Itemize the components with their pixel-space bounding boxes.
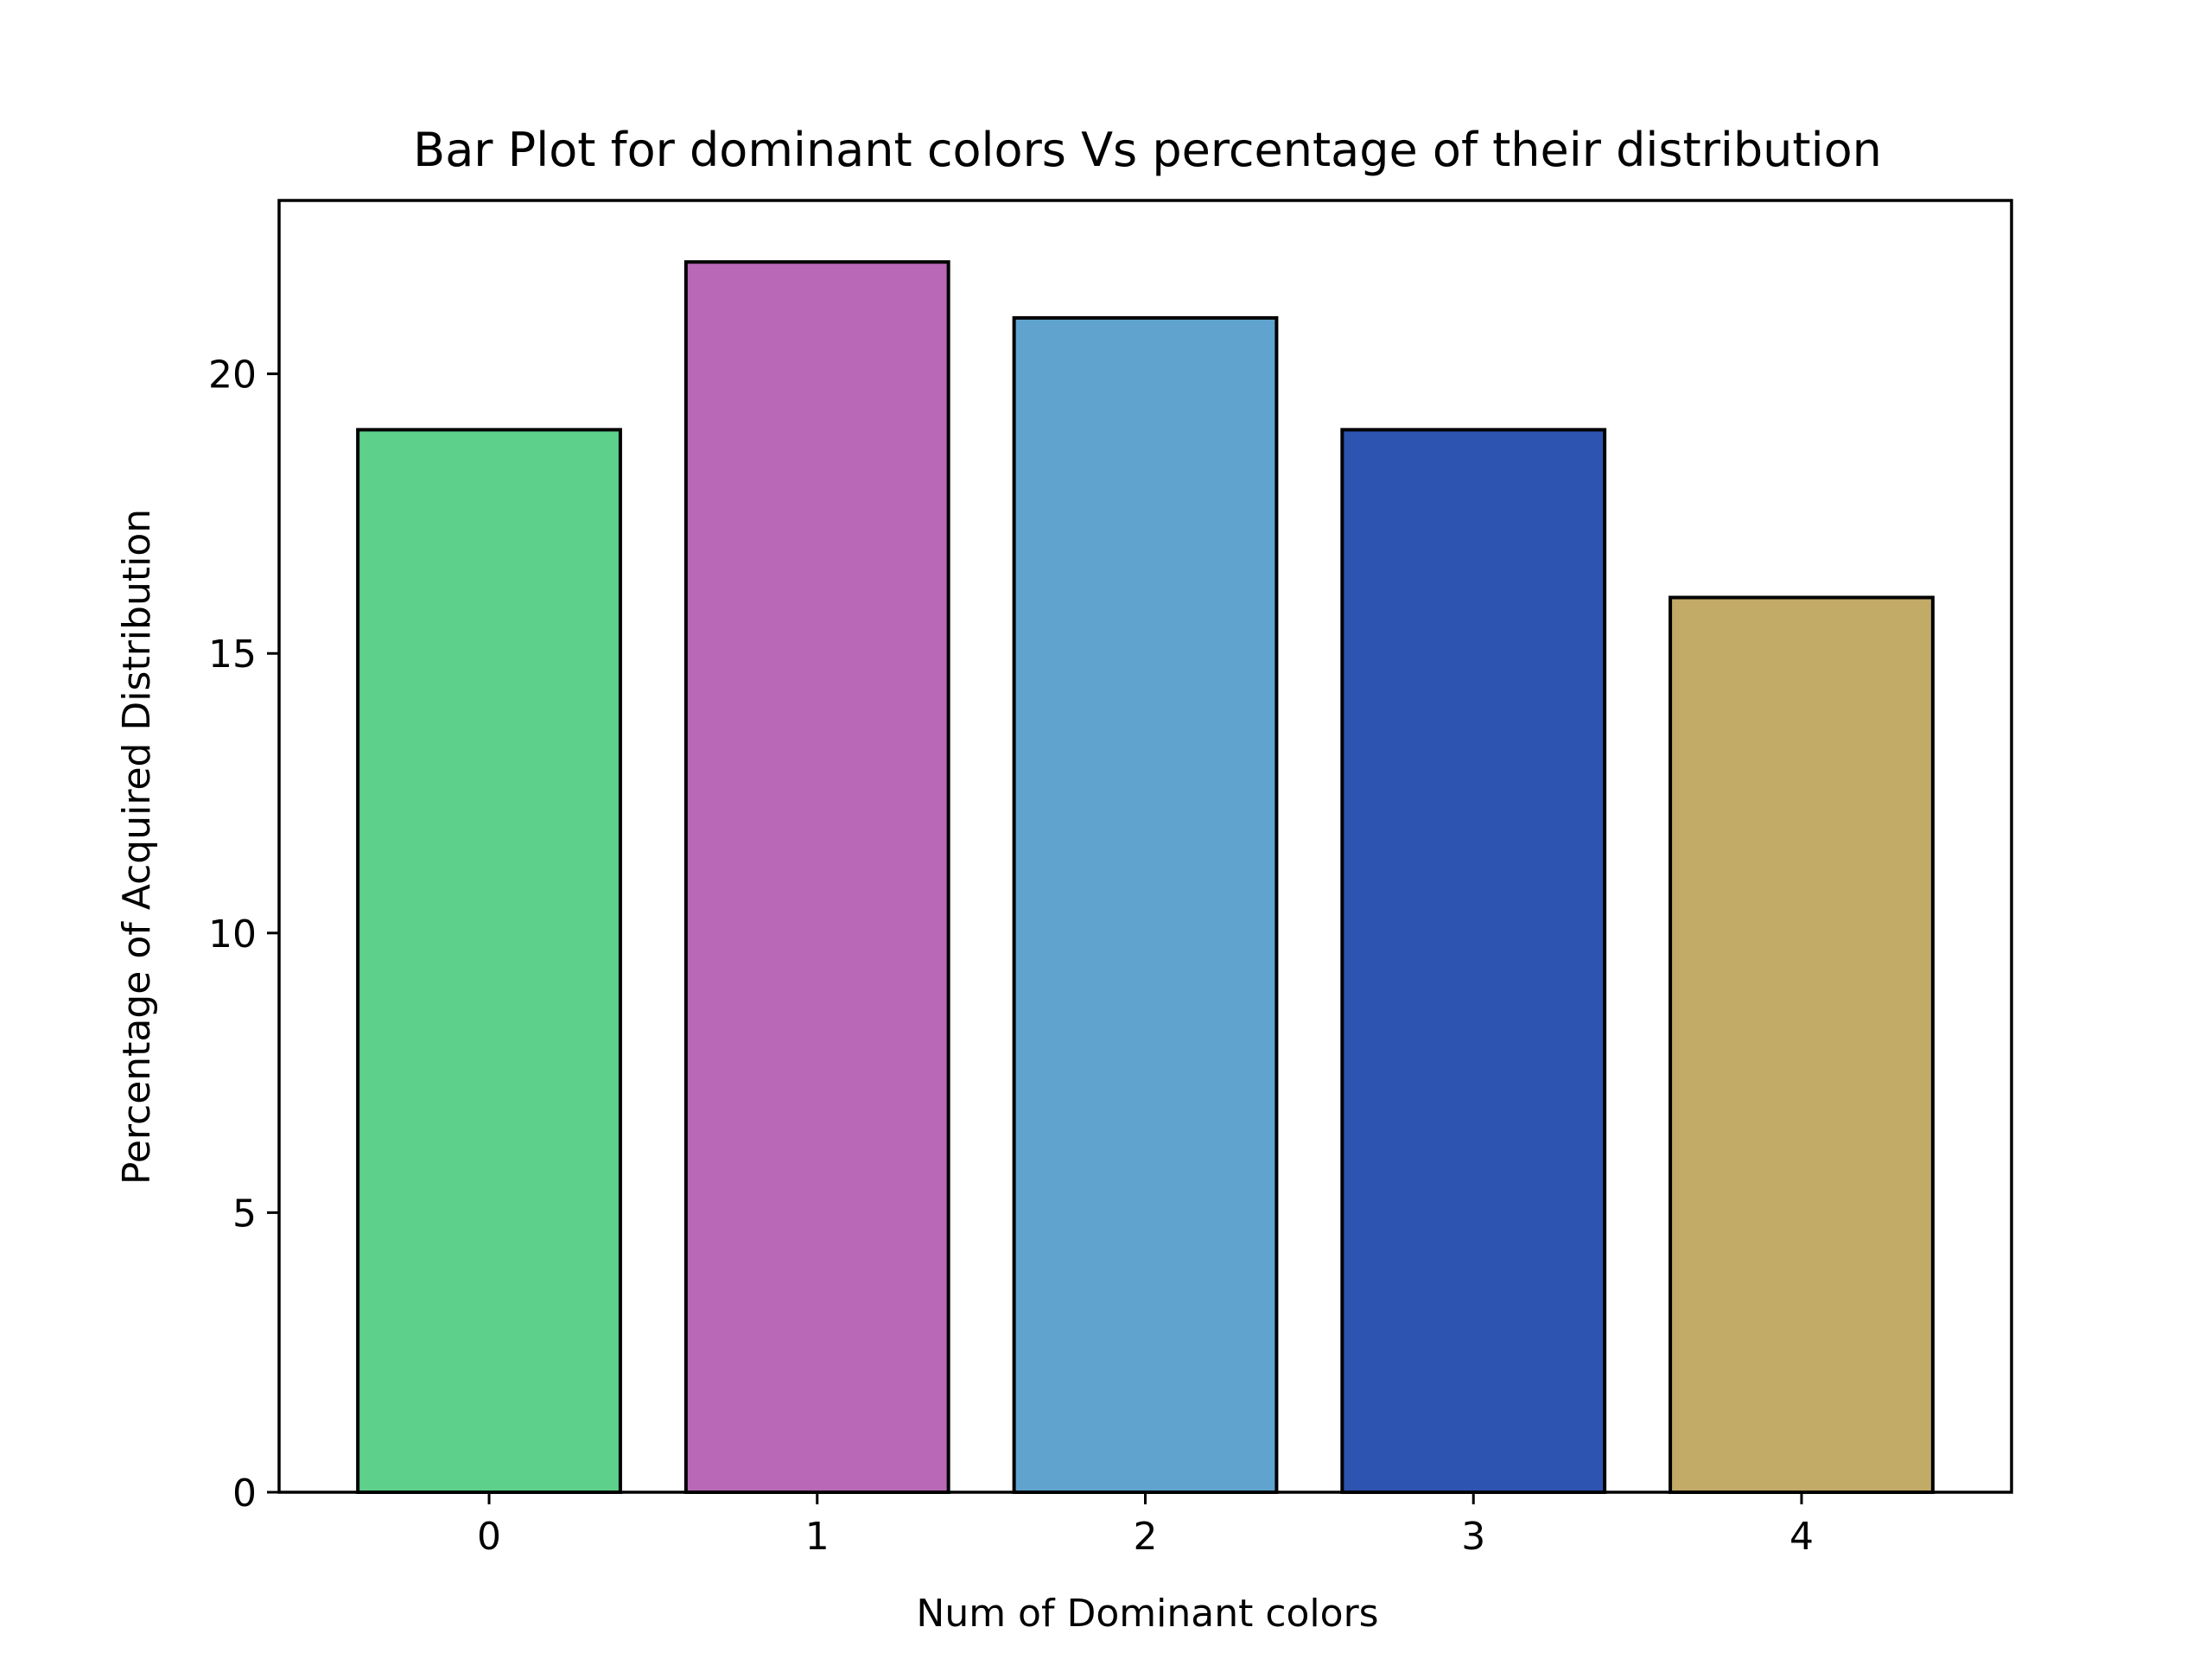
bars	[356, 260, 1935, 1495]
x-axis-label: Num of Dominant colors	[916, 1592, 1378, 1636]
y-axis-ticks: 0 5 10 15 20	[208, 353, 279, 1516]
y-tick-label-5: 5	[232, 1192, 257, 1236]
bar-3	[1340, 428, 1607, 1495]
x-tick-label-4: 4	[1789, 1515, 1814, 1559]
x-tick-label-1: 1	[805, 1515, 830, 1559]
y-tick-label-0: 0	[232, 1471, 257, 1516]
bar-0	[356, 428, 622, 1495]
x-axis-ticks: 0 1 2 3 4	[477, 1492, 1814, 1559]
x-tick-label-2: 2	[1134, 1515, 1158, 1559]
x-tick-label-0: 0	[477, 1515, 501, 1559]
y-tick-label-20: 20	[208, 353, 257, 397]
plot-frame	[277, 199, 2013, 1494]
x-tick-label-3: 3	[1461, 1515, 1485, 1559]
bar-2	[1012, 315, 1279, 1494]
bar-4	[1669, 595, 1935, 1494]
y-tick-label-15: 15	[208, 632, 257, 677]
y-axis-label: Percentage of Acquired Distribution	[115, 509, 159, 1185]
chart-title: Bar Plot for dominant colors Vs percenta…	[413, 123, 1882, 177]
bar-1	[683, 260, 950, 1495]
y-tick-label-10: 10	[208, 912, 257, 957]
